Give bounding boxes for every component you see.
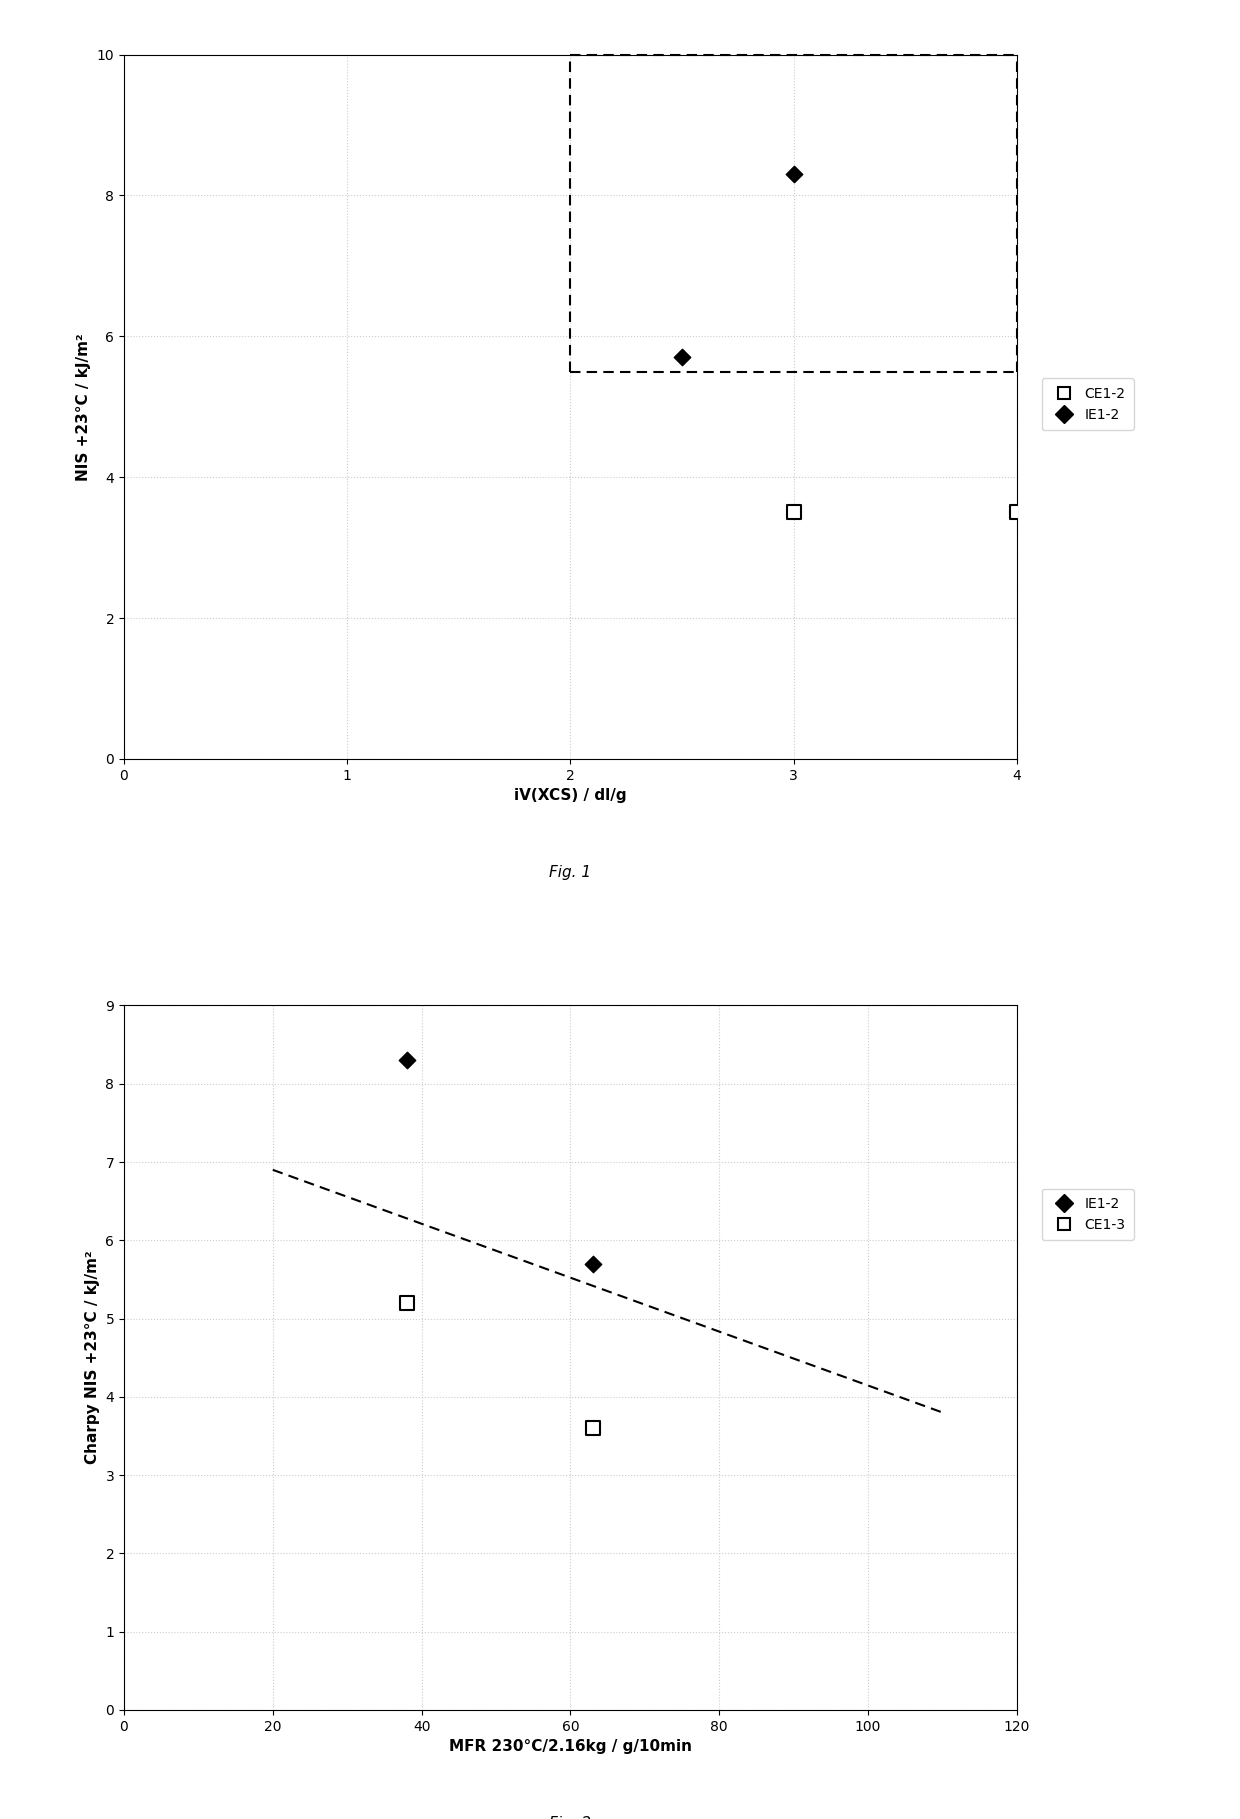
X-axis label: iV(XCS) / dl/g: iV(XCS) / dl/g [515,788,626,804]
Point [672,344,692,373]
Point [583,1413,603,1442]
Point [1007,498,1027,528]
Y-axis label: Charpy NIS +23°C / kJ/m²: Charpy NIS +23°C / kJ/m² [84,1251,100,1464]
Legend: IE1-2, CE1-3: IE1-2, CE1-3 [1042,1188,1135,1241]
Point [784,498,804,528]
Text: Fig. 1: Fig. 1 [549,864,591,880]
Text: Fig. 2: Fig. 2 [549,1815,591,1819]
Point [583,1250,603,1279]
Y-axis label: NIS +23°C / kJ/m²: NIS +23°C / kJ/m² [76,333,91,480]
Point [397,1046,417,1075]
Point [397,1288,417,1317]
Point [784,160,804,189]
Legend: CE1-2, IE1-2: CE1-2, IE1-2 [1042,378,1135,429]
X-axis label: MFR 230°C/2.16kg / g/10min: MFR 230°C/2.16kg / g/10min [449,1739,692,1754]
